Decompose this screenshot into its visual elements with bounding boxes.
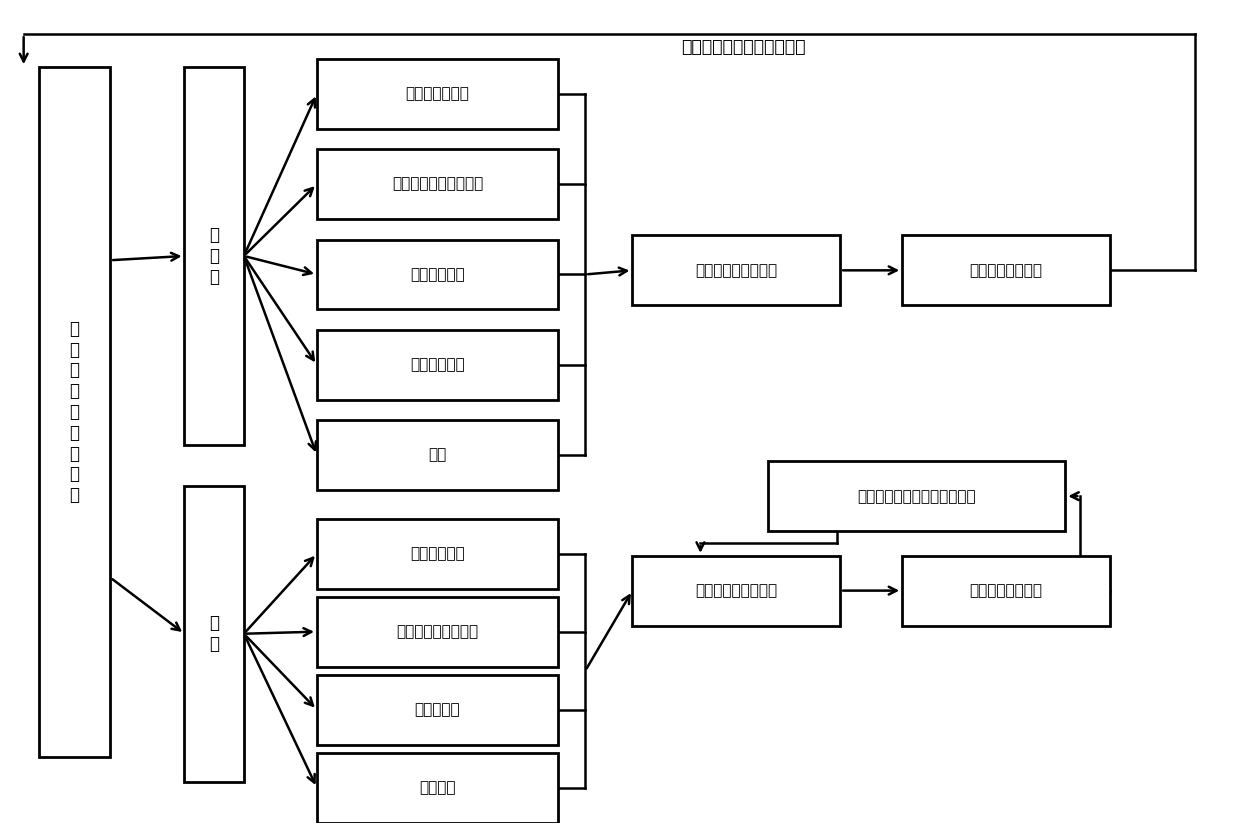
Text: 实时获取实际和预期井口回压: 实时获取实际和预期井口回压	[858, 489, 976, 503]
Bar	[185, 486, 244, 781]
Bar	[185, 67, 244, 445]
Bar	[317, 149, 558, 219]
Text: 钻进（控压）: 钻进（控压）	[410, 546, 465, 561]
Text: 节流阀自动调节开度: 节流阀自动调节开度	[696, 583, 777, 598]
Text: 带压等停: 带压等停	[419, 780, 456, 795]
Bar	[317, 330, 558, 400]
Bar	[901, 236, 1110, 305]
Bar	[769, 461, 1065, 531]
Text: 节流阀自动调为全开: 节流阀自动调为全开	[696, 263, 777, 278]
Bar	[38, 67, 110, 757]
Text: 连续灌浆起钻: 连续灌浆起钻	[410, 358, 465, 372]
Text: 需要控压时为自动控制模式: 需要控压时为自动控制模式	[682, 38, 806, 55]
Text: 不带压起下钻: 不带压起下钻	[410, 267, 465, 282]
Text: 工
况
判
断
及
操
作
确
定: 工 况 判 断 及 操 作 确 定	[69, 320, 79, 504]
Bar	[317, 240, 558, 309]
Bar	[317, 675, 558, 745]
Text: 控
压: 控 压	[210, 615, 219, 653]
Bar	[901, 555, 1110, 625]
Text: 钻进（不控压）: 钻进（不控压）	[405, 87, 470, 101]
Bar	[632, 555, 841, 625]
Bar	[317, 59, 558, 129]
Bar	[317, 519, 558, 588]
Text: 井口压力达到预期: 井口压力达到预期	[970, 583, 1043, 598]
Text: 带压起下钻: 带压起下钻	[414, 702, 460, 717]
Text: 不
控
压: 不 控 压	[210, 226, 219, 286]
Text: 接单根（不压力补偿）: 接单根（不压力补偿）	[392, 176, 484, 192]
Bar	[317, 597, 558, 667]
Text: 等停: 等停	[428, 447, 446, 462]
Bar	[317, 753, 558, 822]
Bar	[317, 420, 558, 490]
Text: 接单根（压力补偿）: 接单根（压力补偿）	[397, 624, 479, 639]
Text: 转为手动控制模式: 转为手动控制模式	[970, 263, 1043, 278]
Bar	[632, 236, 841, 305]
